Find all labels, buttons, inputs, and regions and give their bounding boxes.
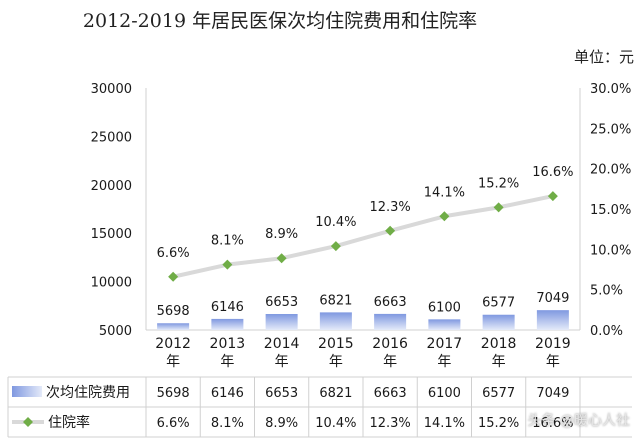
legend-bar-swatch [12, 386, 42, 397]
bar-value-label: 7049 [536, 291, 569, 306]
rate-value-label: 12.3% [369, 200, 410, 215]
x-tick-label: 2019 年 [535, 336, 571, 370]
bar-value-label: 6653 [265, 295, 298, 310]
x-tick-label: 2017 年 [427, 336, 463, 370]
bar-value-label: 5698 [157, 304, 190, 319]
y-right-tick-label: 10.0% [590, 243, 631, 258]
rate-value-label: 6.6% [157, 246, 190, 261]
y-left-tick-label: 30000 [91, 82, 132, 97]
rate-value-label: 14.1% [424, 185, 465, 200]
bar [536, 310, 569, 330]
table-cell-cost: 6653 [265, 386, 298, 401]
bar [482, 314, 515, 330]
y-right-tick-label: 0.0% [590, 324, 623, 339]
rate-value-label: 16.6% [532, 165, 573, 180]
table-cell-rate: 10.4% [315, 416, 356, 431]
table-cell-rate: 16.6% [532, 416, 573, 431]
bar [157, 323, 190, 330]
table-cell-rate: 15.2% [478, 416, 519, 431]
rate-point [493, 202, 504, 213]
table-cell-cost: 6146 [211, 386, 244, 401]
y-left-tick-label: 5000 [99, 324, 132, 339]
watermark: 头条 @暖心人社 [527, 413, 630, 429]
table-cell-cost: 6577 [482, 386, 515, 401]
bar [319, 312, 352, 330]
y-right-tick-label: 25.0% [590, 122, 631, 137]
rate-point [168, 271, 179, 282]
rate-value-label: 15.2% [478, 176, 519, 191]
bar-value-label: 6146 [211, 300, 244, 315]
table-cell-rate: 14.1% [424, 416, 465, 431]
bar-value-label: 6577 [482, 296, 515, 311]
bar [374, 313, 407, 330]
x-tick-label: 2015 年 [318, 336, 354, 370]
y-left-tick-label: 15000 [91, 227, 132, 242]
y-right-tick-label: 20.0% [590, 163, 631, 178]
table-cell-cost: 6663 [374, 386, 407, 401]
y-left-tick-label: 20000 [91, 179, 132, 194]
table-cell-cost: 6821 [319, 386, 352, 401]
x-tick-label: 2018 年 [481, 336, 517, 370]
bar-value-label: 6100 [428, 300, 461, 315]
y-right-tick-label: 15.0% [590, 203, 631, 218]
table-cell-cost: 6100 [428, 386, 461, 401]
legend-point-swatch [23, 417, 33, 427]
table-cell-rate: 6.6% [157, 416, 190, 431]
legend-label-rate: 住院率 [48, 414, 90, 431]
y-right-tick-label: 5.0% [590, 284, 623, 299]
rate-point [385, 225, 396, 236]
table-cell-rate: 8.1% [211, 416, 244, 431]
bar [265, 313, 298, 330]
x-tick-label: 2013 年 [210, 336, 246, 370]
table-cell-rate: 12.3% [369, 416, 410, 431]
legend-label-cost: 次均住院费用 [46, 385, 130, 401]
rate-value-label: 10.4% [315, 215, 356, 230]
bar [211, 318, 244, 330]
bar [428, 319, 461, 330]
y-left-tick-label: 25000 [91, 130, 132, 145]
y-left-tick-label: 10000 [91, 276, 132, 291]
y-right-tick-label: 30.0% [590, 82, 631, 97]
chart-title: 2012-2019 年居民医保次均住院费用和住院率 [82, 10, 478, 32]
rate-value-label: 8.9% [265, 227, 298, 242]
bar-value-label: 6663 [374, 295, 407, 310]
unit-label: 单位：元 [573, 48, 634, 66]
rate-line [172, 194, 554, 279]
rate-point [439, 211, 450, 222]
x-tick-label: 2012 年 [155, 336, 191, 370]
x-tick-label: 2014 年 [264, 336, 300, 370]
x-tick-label: 2016 年 [372, 336, 408, 370]
table-cell-cost: 5698 [157, 386, 190, 401]
rate-point [222, 259, 233, 270]
bar-value-label: 6821 [319, 293, 352, 308]
rate-point [330, 241, 341, 252]
rate-point [547, 191, 558, 202]
table-cell-rate: 8.9% [265, 416, 298, 431]
table-cell-cost: 7049 [536, 386, 569, 401]
rate-point [276, 253, 287, 264]
rate-value-label: 8.1% [211, 234, 244, 249]
